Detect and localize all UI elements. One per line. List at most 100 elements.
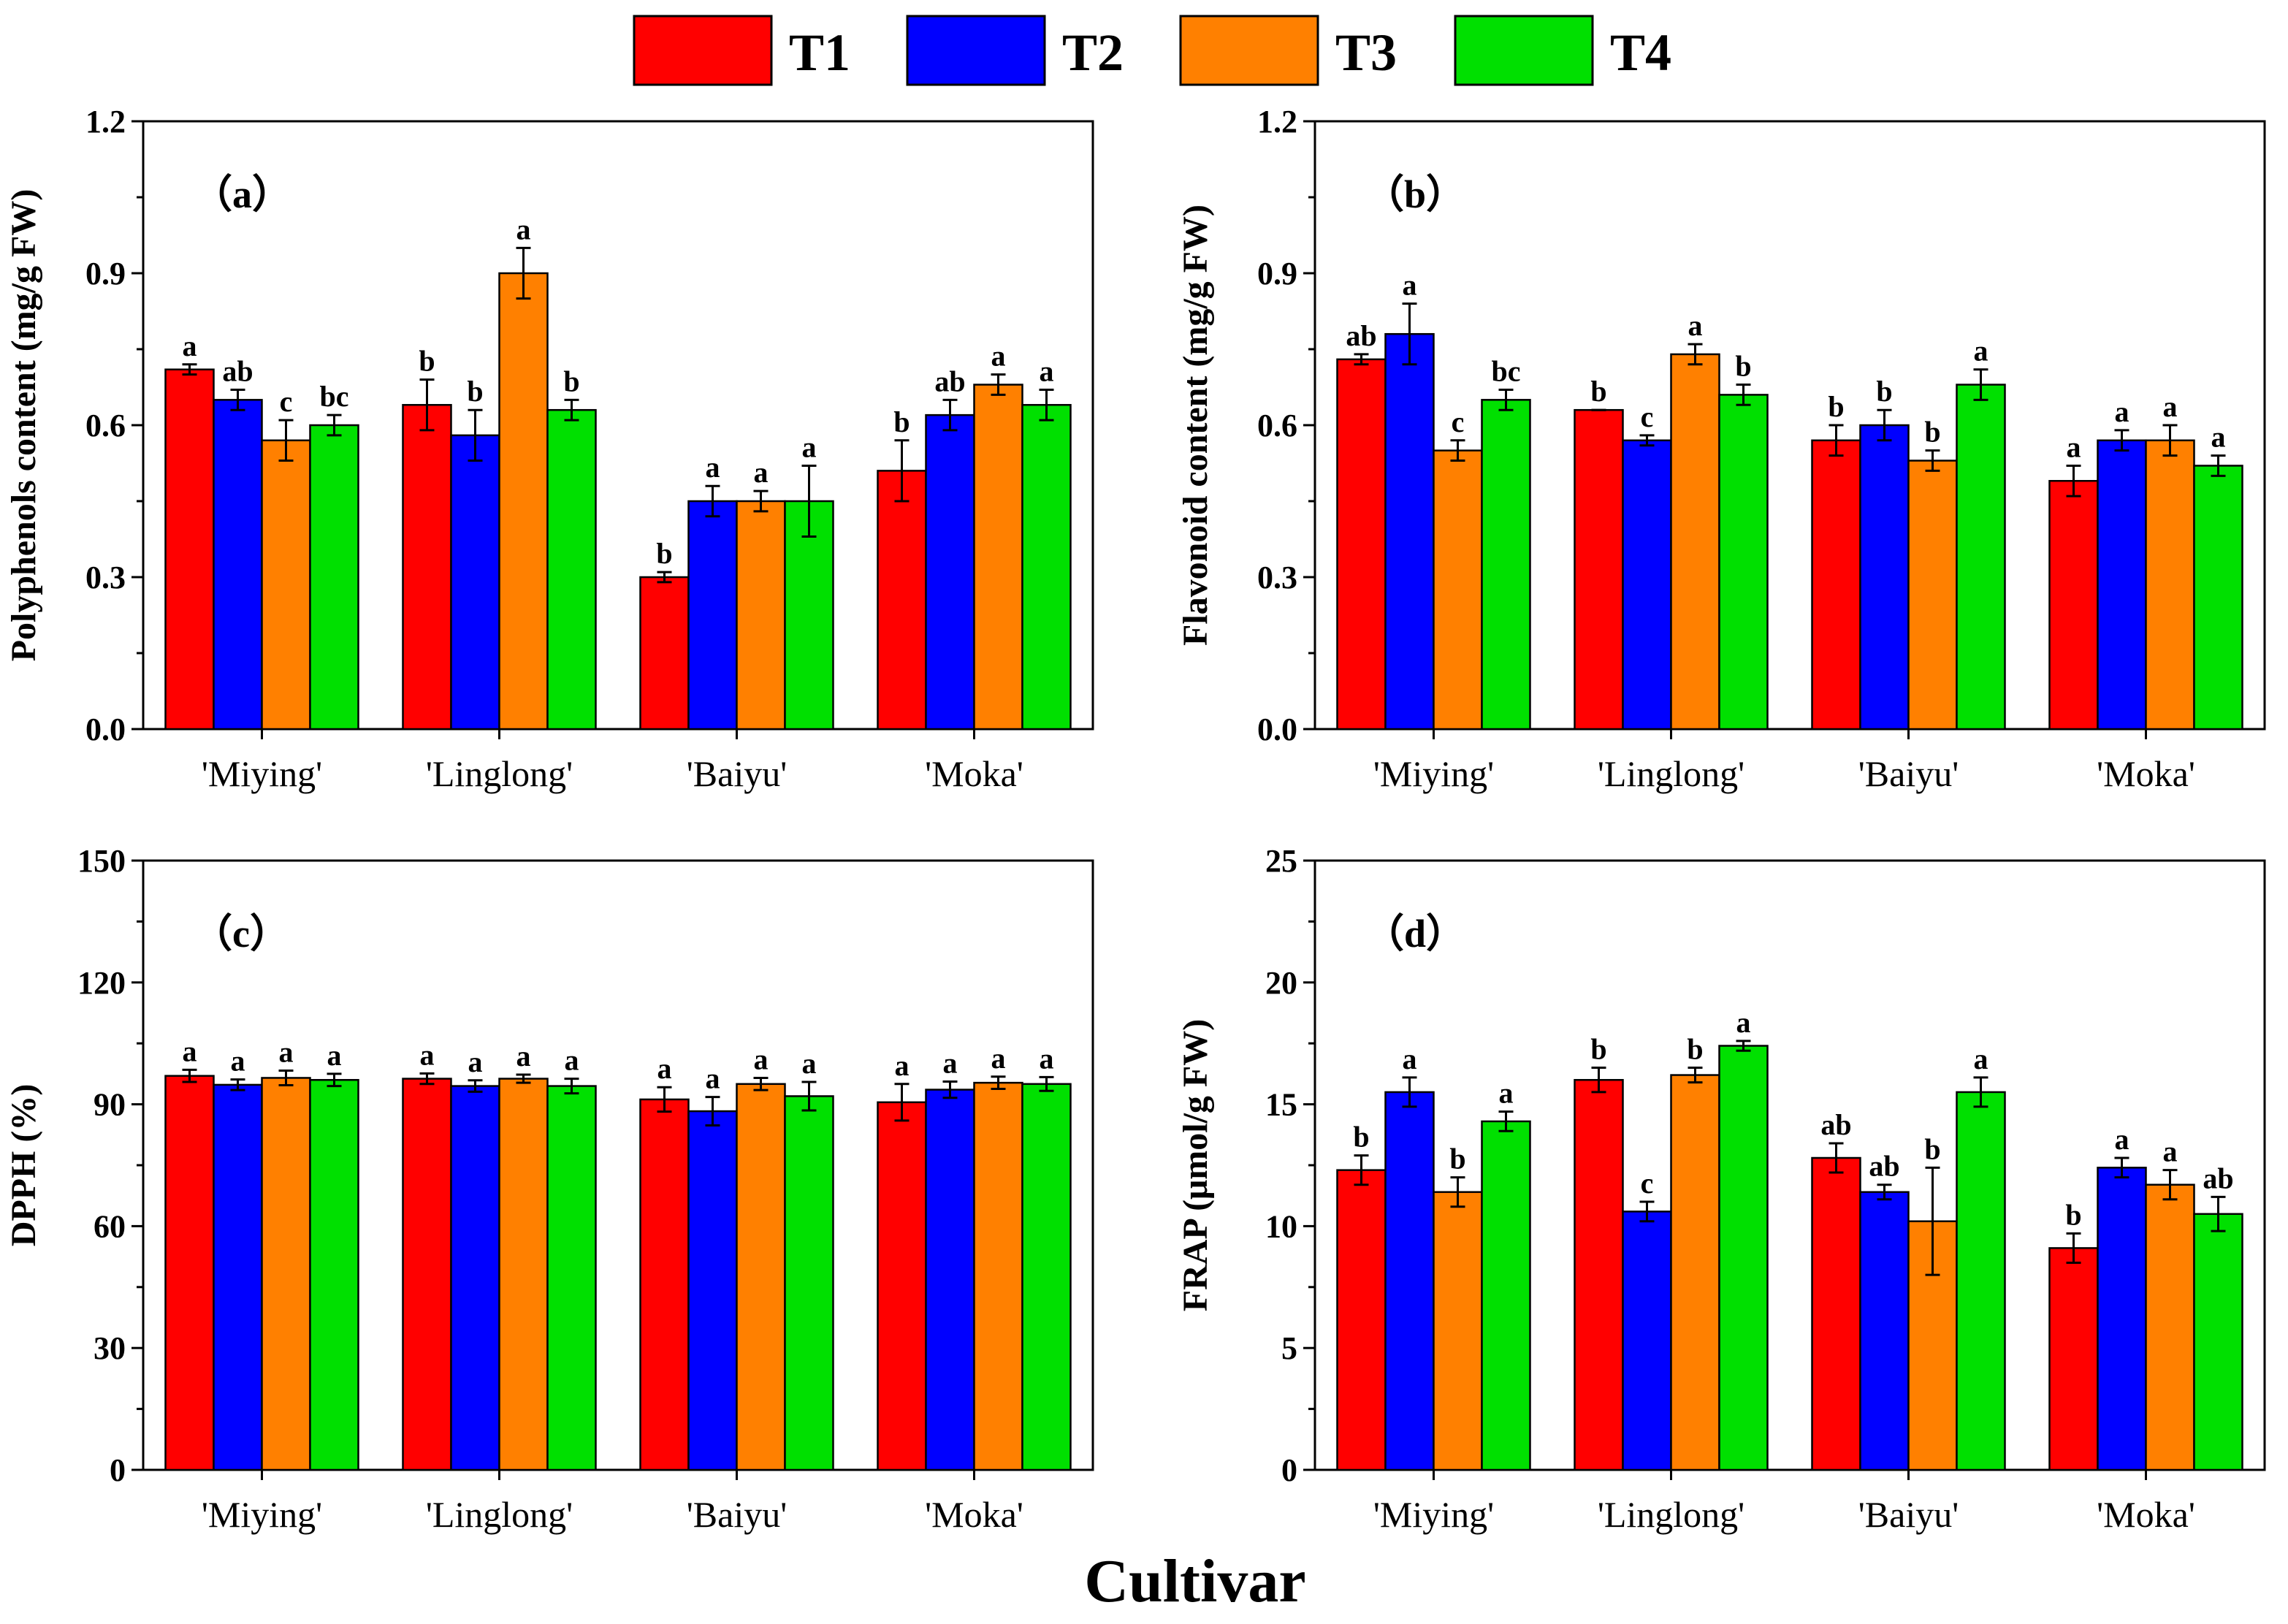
- bar-c-t4-0: [309, 1078, 359, 1471]
- significance-letter-d-t3-0: b: [1449, 1143, 1465, 1175]
- error-bar-d-t3-3: [2162, 1169, 2178, 1201]
- bar-a-t1-3: [877, 470, 927, 731]
- legend-label-t2: T2: [1062, 23, 1124, 82]
- bar-b-t4-2: [1956, 384, 2006, 731]
- panel-a: 0.0 0.3 0.6 0.9 1.2 Polyphenols content (mg/g…: [4, 104, 1094, 794]
- error-bar-a-t3-3: [991, 373, 1006, 396]
- y-tick-label-c-0: 0: [110, 1452, 126, 1488]
- significance-letter-d-t2-0: a: [1403, 1042, 1417, 1075]
- significance-letter-a-t2-1: b: [467, 375, 483, 408]
- x-tick-label-a-0: 'Miying': [202, 753, 322, 794]
- error-bar-a-t2-1: [468, 408, 483, 462]
- bar-a-t4-3: [1021, 404, 1072, 731]
- bar-c-t1-3: [877, 1101, 927, 1471]
- x-tick-label-b-3: 'Moka': [2097, 753, 2195, 794]
- x-axis-title: Cultivar: [1084, 1547, 1305, 1615]
- x-tick-label-b-1: 'Linglong': [1598, 753, 1744, 794]
- legend-label-t1: T1: [789, 23, 850, 82]
- bar-b-t3-1: [1670, 353, 1720, 731]
- y-tick-label-d-3: 15: [1265, 1087, 1297, 1123]
- panel-label-c: （c）: [193, 912, 289, 956]
- significance-letter-c-t4-1: a: [565, 1044, 579, 1077]
- error-bar-c-t1-2: [657, 1086, 672, 1113]
- significance-letter-c-t3-0: a: [279, 1035, 294, 1068]
- error-bar-a-t1-1: [419, 378, 435, 432]
- bar-c-t4-1: [546, 1085, 597, 1471]
- error-bar-b-t1-3: [2066, 464, 2081, 498]
- panels: 0.0 0.3 0.6 0.9 1.2 Polyphenols content (mg/g…: [4, 104, 2266, 1535]
- error-bar-d-t1-0: [1354, 1154, 1369, 1186]
- significance-letter-d-t1-1: b: [1590, 1033, 1606, 1066]
- significance-letter-a-t4-3: a: [1040, 354, 1054, 387]
- error-bar-c-t3-1: [516, 1073, 531, 1084]
- y-tick-label-b-3: 0.9: [1257, 256, 1297, 291]
- error-bar-b-t2-0: [1402, 302, 1417, 366]
- bar-a-t3-0: [261, 439, 311, 731]
- y-tick-label-b-0: 0.0: [1257, 712, 1297, 747]
- significance-letter-d-t3-3: a: [2163, 1135, 2178, 1168]
- significance-letter-b-t1-0: ab: [1346, 319, 1376, 352]
- error-bar-b-t2-2: [1877, 408, 1892, 442]
- error-bar-c-t1-0: [182, 1068, 197, 1083]
- significance-letter-a-t1-2: b: [656, 537, 672, 570]
- bar-d-t2-2: [1859, 1191, 1910, 1471]
- y-tick-label-a-4: 1.2: [85, 104, 126, 140]
- error-bar-a-t1-2: [657, 571, 672, 584]
- y-tick-label-c-4: 120: [77, 965, 126, 1001]
- y-axis-label-b: Flavonoid content (mg/g FW): [1176, 205, 1215, 646]
- significance-letter-d-t3-2: b: [1924, 1132, 1940, 1165]
- bar-b-t1-3: [2048, 480, 2099, 731]
- significance-letter-a-t1-0: a: [183, 329, 197, 362]
- significance-letter-c-t1-0: a: [183, 1034, 197, 1067]
- significance-letter-a-t3-1: a: [516, 213, 531, 245]
- bar-d-t2-0: [1384, 1091, 1435, 1471]
- y-axis-label-c: DPPH (%): [4, 1084, 43, 1247]
- y-axis-label-d: FRAP (μmol/g FW): [1176, 1019, 1215, 1311]
- bar-d-t4-3: [2193, 1213, 2243, 1471]
- significance-letter-b-t4-3: a: [2211, 421, 2226, 454]
- error-bar-a-t3-0: [278, 419, 294, 462]
- y-tick-label-c-1: 30: [94, 1330, 126, 1366]
- error-bar-b-t3-0: [1450, 439, 1465, 462]
- significance-letter-d-t3-1: b: [1687, 1033, 1703, 1066]
- bar-c-t3-1: [498, 1078, 549, 1471]
- error-bar-b-t3-1: [1688, 343, 1703, 366]
- bar-b-t1-1: [1574, 408, 1624, 731]
- significance-letter-a-t2-2: a: [706, 451, 720, 484]
- bar-b-t2-1: [1622, 439, 1672, 731]
- bar-b-t2-0: [1384, 332, 1435, 731]
- bar-d-t3-2: [1907, 1220, 1958, 1471]
- y-tick-label-c-2: 60: [94, 1208, 126, 1244]
- significance-letter-b-t3-1: a: [1688, 309, 1703, 342]
- legend-swatch-t2: [906, 15, 1046, 86]
- bar-c-t3-0: [261, 1077, 311, 1471]
- x-tick-label-a-3: 'Moka': [925, 753, 1023, 794]
- bar-c-t2-3: [925, 1089, 975, 1471]
- significance-letter-c-t4-3: a: [1040, 1042, 1054, 1075]
- significance-letter-b-t3-0: c: [1452, 405, 1465, 438]
- x-tick-label-c-2: 'Baiyu': [687, 1494, 787, 1535]
- significance-letter-b-t2-1: c: [1641, 400, 1654, 433]
- bar-c-t1-1: [402, 1078, 452, 1471]
- significance-letter-d-t1-3: b: [2065, 1198, 2081, 1231]
- panel-label-b: （b）: [1365, 172, 1465, 216]
- legend-swatch-t1: [633, 15, 773, 86]
- significance-letter-c-t1-3: a: [895, 1049, 910, 1082]
- significance-letter-c-t3-3: a: [991, 1042, 1006, 1075]
- error-bar-a-t3-1: [516, 246, 531, 300]
- error-bar-c-t4-1: [564, 1078, 579, 1095]
- error-bar-b-t2-1: [1639, 434, 1655, 447]
- error-bar-c-t3-2: [753, 1076, 769, 1091]
- error-bar-d-t2-3: [2114, 1156, 2129, 1179]
- panel-label-a: （a）: [193, 172, 291, 216]
- bar-d-t3-1: [1670, 1074, 1720, 1471]
- significance-letter-d-t4-2: a: [1974, 1042, 1988, 1075]
- bar-d-t1-2: [1811, 1156, 1861, 1471]
- bar-c-t3-3: [973, 1081, 1023, 1471]
- x-tick-label-c-0: 'Miying': [202, 1494, 322, 1535]
- y-tick-label-b-2: 0.6: [1257, 408, 1297, 443]
- bar-c-t4-2: [784, 1095, 834, 1471]
- x-tick-label-a-2: 'Baiyu': [687, 753, 787, 794]
- error-bar-d-t4-3: [2211, 1195, 2226, 1232]
